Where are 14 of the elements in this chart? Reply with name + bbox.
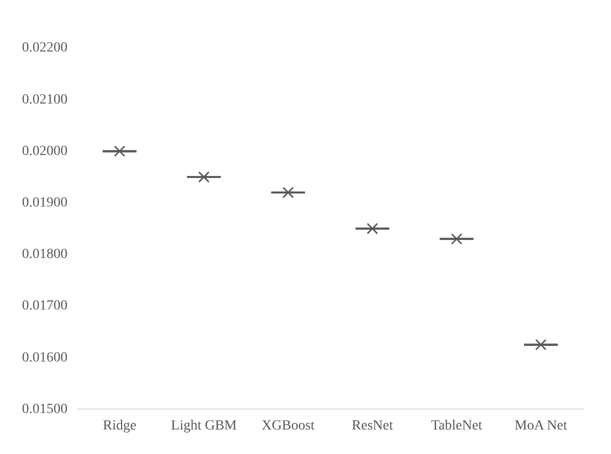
x-tick-label: TableNet — [431, 418, 482, 434]
y-tick-label: 0.01900 — [22, 195, 68, 210]
y-tick-label: 0.01600 — [22, 350, 68, 366]
x-tick-label: ResNet — [352, 418, 394, 434]
y-tick-label: 0.02100 — [22, 92, 68, 108]
x-tick-label: MoA Net — [514, 418, 568, 434]
y-tick-label: 0.02000 — [22, 144, 68, 159]
x-tick-label: Ridge — [102, 418, 136, 434]
x-tick-label: XGBoost — [262, 418, 315, 434]
x-tick-label: Light GBM — [171, 418, 238, 434]
y-tick-label: 0.01700 — [22, 298, 68, 314]
y-tick-label: 0.02200 — [22, 40, 68, 56]
y-tick-label: 0.01500 — [22, 402, 68, 417]
y-tick-label: 0.01800 — [22, 247, 68, 262]
